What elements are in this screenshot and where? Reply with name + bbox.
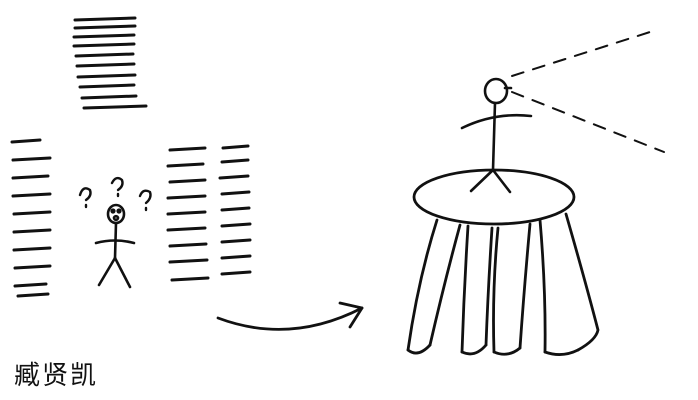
standing-stick-figure — [460, 77, 533, 194]
top-line-stack — [72, 16, 148, 110]
curved-arrow — [216, 301, 364, 331]
question-marks — [78, 176, 152, 212]
middle-line-stacks — [166, 144, 252, 282]
left-line-stack — [10, 138, 52, 298]
signature-text: 臧贤凯 — [14, 361, 99, 391]
round-table — [406, 168, 600, 356]
dashed-view-lines — [511, 31, 665, 153]
confused-stick-figure — [94, 203, 136, 289]
